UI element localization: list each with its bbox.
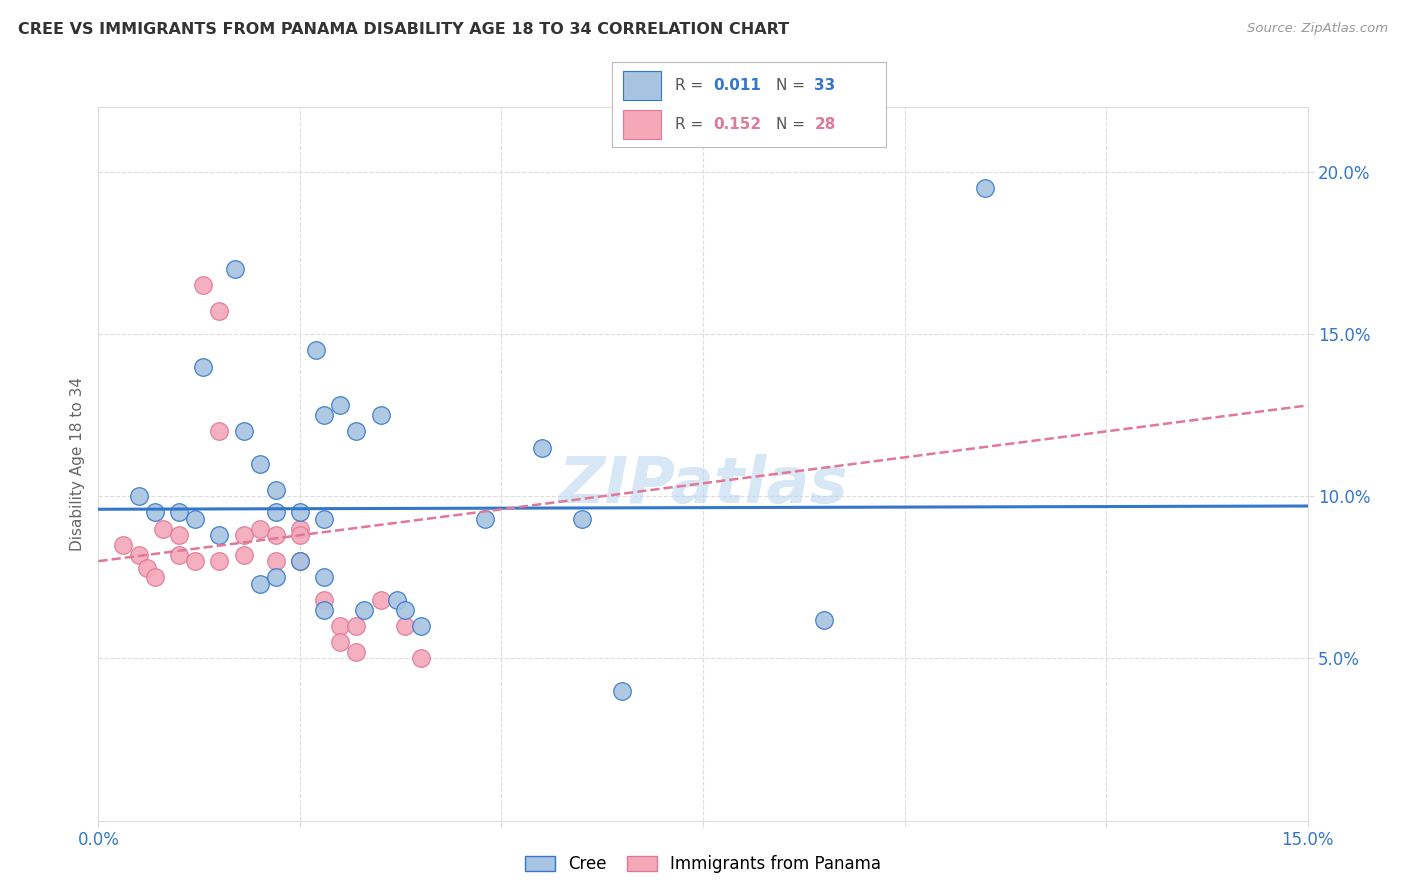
Point (184, 512, 207, 526)
Text: 0.152: 0.152 (713, 117, 761, 132)
Point (249, 522, 271, 536)
Text: R =: R = (675, 117, 707, 132)
Point (288, 522, 311, 536)
Point (152, 522, 174, 536)
Point (128, 548, 150, 562)
Point (344, 645, 367, 659)
Point (329, 399, 352, 413)
Point (314, 408, 336, 422)
Point (208, 304, 231, 318)
Point (167, 506, 190, 520)
Point (193, 359, 215, 374)
Point (167, 528, 190, 542)
Text: 0.011: 0.011 (713, 78, 761, 93)
Point (264, 528, 287, 542)
Point (370, 593, 392, 607)
Point (232, 548, 254, 562)
Point (208, 554, 231, 568)
Point (409, 651, 432, 665)
Bar (623, 71, 661, 100)
Point (305, 343, 328, 358)
Point (344, 619, 367, 633)
Point (193, 278, 215, 293)
Point (208, 528, 231, 542)
Point (409, 619, 432, 633)
Point (353, 603, 375, 617)
Point (370, 408, 392, 422)
Point (249, 577, 271, 591)
Point (264, 570, 287, 584)
Text: N =: N = (776, 117, 810, 132)
Point (128, 489, 150, 503)
Y-axis label: Disability Age 18 to 34: Disability Age 18 to 34 (69, 376, 84, 551)
Point (329, 635, 352, 649)
Point (612, 684, 634, 698)
Point (474, 512, 496, 526)
Point (314, 512, 336, 526)
Point (264, 506, 287, 520)
Point (288, 506, 311, 520)
Text: R =: R = (675, 78, 707, 93)
Text: 28: 28 (814, 117, 837, 132)
Text: CREE VS IMMIGRANTS FROM PANAMA DISABILITY AGE 18 TO 34 CORRELATION CHART: CREE VS IMMIGRANTS FROM PANAMA DISABILIT… (18, 22, 789, 37)
Point (530, 441, 553, 455)
Point (385, 593, 408, 607)
Point (232, 425, 254, 439)
Point (167, 548, 190, 562)
Point (974, 181, 997, 195)
Point (394, 619, 416, 633)
Point (329, 619, 352, 633)
Text: ZIPatlas: ZIPatlas (558, 454, 848, 516)
Point (184, 554, 207, 568)
Point (143, 506, 166, 520)
Point (264, 483, 287, 497)
Point (813, 613, 835, 627)
Point (249, 457, 271, 471)
Point (314, 570, 336, 584)
Point (264, 554, 287, 568)
Point (135, 560, 157, 574)
Point (394, 603, 416, 617)
Point (288, 528, 311, 542)
Point (314, 603, 336, 617)
Point (288, 554, 311, 568)
Point (344, 425, 367, 439)
Point (208, 425, 231, 439)
Point (224, 262, 246, 277)
Point (314, 593, 336, 607)
Point (143, 570, 166, 584)
Legend: Cree, Immigrants from Panama: Cree, Immigrants from Panama (519, 849, 887, 880)
Text: Source: ZipAtlas.com: Source: ZipAtlas.com (1247, 22, 1388, 36)
Bar (623, 110, 661, 139)
Text: N =: N = (776, 78, 810, 93)
Point (232, 528, 254, 542)
Point (288, 554, 311, 568)
Text: 33: 33 (814, 78, 835, 93)
Point (571, 512, 593, 526)
Point (111, 538, 134, 552)
